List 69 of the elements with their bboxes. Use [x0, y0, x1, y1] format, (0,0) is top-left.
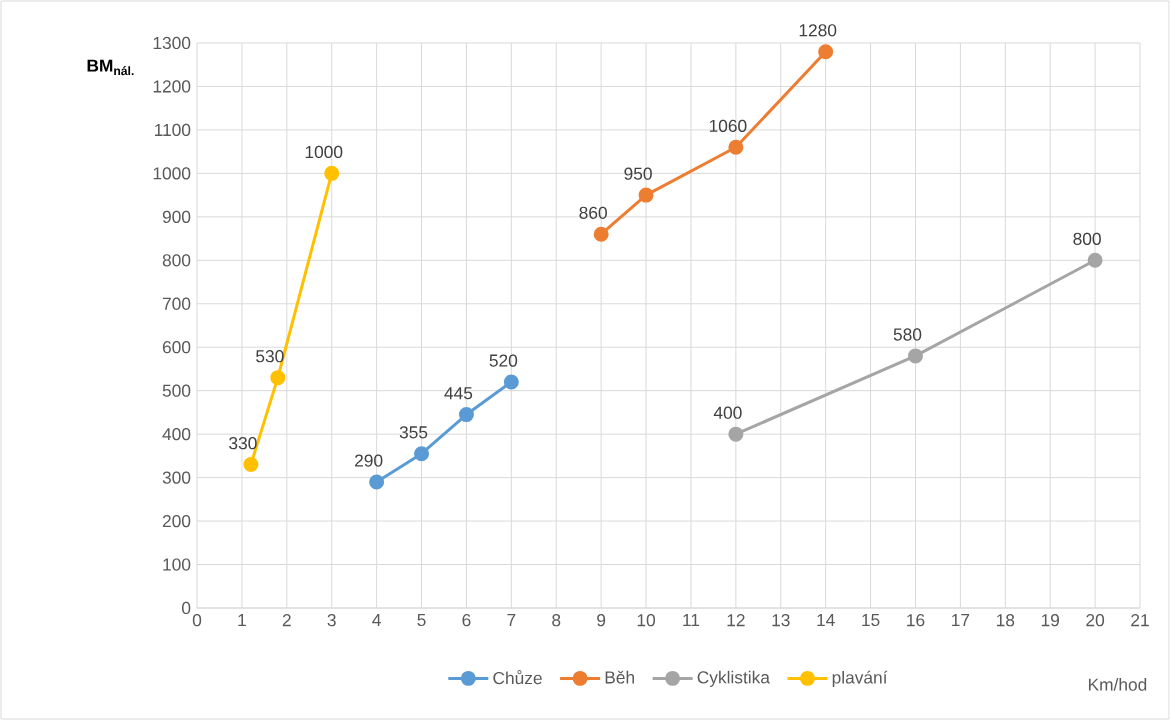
y-tick-label: 400 [162, 428, 191, 441]
x-tick-label: 11 [683, 614, 700, 626]
y-axis-title: BM$_{nál.}$ [87, 59, 134, 76]
x-tick-label: 4 [372, 614, 381, 626]
point [458, 407, 474, 423]
y-tick-label: 600 [162, 341, 191, 354]
point [270, 370, 286, 386]
x-tick-label: 16 [907, 614, 925, 627]
legend-label: Běh [605, 670, 634, 684]
x-tick-label: 19 [1041, 614, 1060, 627]
data-label: 800 [1073, 232, 1101, 246]
x-tick-label: 3 [327, 614, 336, 627]
point [818, 44, 834, 60]
y-tick-label: 100 [163, 558, 191, 571]
data-label: 330 [229, 437, 257, 450]
data-label: 520 [489, 354, 518, 367]
point [728, 139, 744, 155]
data-label: 290 [355, 454, 383, 467]
point [369, 474, 385, 490]
point [243, 457, 259, 473]
y-tick-label: 1000 [153, 167, 191, 180]
x-tick-label: 14 [817, 614, 835, 626]
x-tick-label: 10 [637, 614, 656, 627]
data-label: 445 [444, 387, 473, 400]
y-tick-label: 800 [162, 254, 191, 267]
data-label: 1060 [709, 119, 747, 133]
x-tick-label: 9 [597, 614, 606, 627]
x-tick-label: 5 [417, 614, 426, 627]
legend-label: Cyklistika [697, 670, 770, 687]
y-tick-label: 200 [162, 514, 191, 528]
point [728, 426, 744, 442]
x-axis-title: Km/hod [1088, 678, 1147, 691]
x-tick-label: 20 [1086, 614, 1105, 627]
x-tick-label: 7 [507, 614, 516, 626]
y-tick-label: 900 [162, 210, 191, 223]
x-tick-label: 15 [862, 614, 880, 627]
data-label: 860 [579, 206, 607, 219]
x-tick-label: 6 [462, 614, 471, 627]
x-tick-label: 0 [192, 614, 202, 627]
point [503, 374, 519, 390]
y-tick-label: 1100 [155, 123, 191, 137]
x-tick-label: 8 [552, 614, 561, 627]
y-tick-label: 500 [162, 384, 191, 397]
y-tick-label: 700 [162, 297, 191, 310]
x-tick-label: 17 [952, 614, 970, 626]
y-tick-label: 300 [162, 471, 191, 484]
x-tick-label: 18 [996, 614, 1015, 627]
x-tick-label: 2 [282, 614, 291, 627]
legend-label: plavání [832, 670, 888, 688]
data-label: 1280 [799, 24, 837, 37]
point [414, 446, 430, 462]
y-tick-label: 0 [181, 601, 191, 615]
point [907, 348, 923, 364]
x-tick-label: 13 [772, 614, 790, 627]
x-tick-label: 12 [727, 614, 745, 627]
data-label: 950 [624, 167, 652, 180]
point [324, 165, 340, 181]
data-label: 1000 [305, 145, 343, 159]
y-tick-label: 1300 [153, 36, 191, 50]
x-tick-label: 1 [238, 614, 246, 626]
point [1087, 252, 1103, 268]
data-label: 580 [893, 328, 922, 341]
x-tick-label: 21 [1131, 614, 1149, 627]
legend-label: Chůze [493, 670, 542, 685]
y-tick-label: 1200 [153, 80, 191, 93]
point [638, 187, 654, 203]
data-label: 400 [713, 406, 742, 419]
point [593, 226, 609, 242]
data-label: 355 [399, 426, 428, 439]
